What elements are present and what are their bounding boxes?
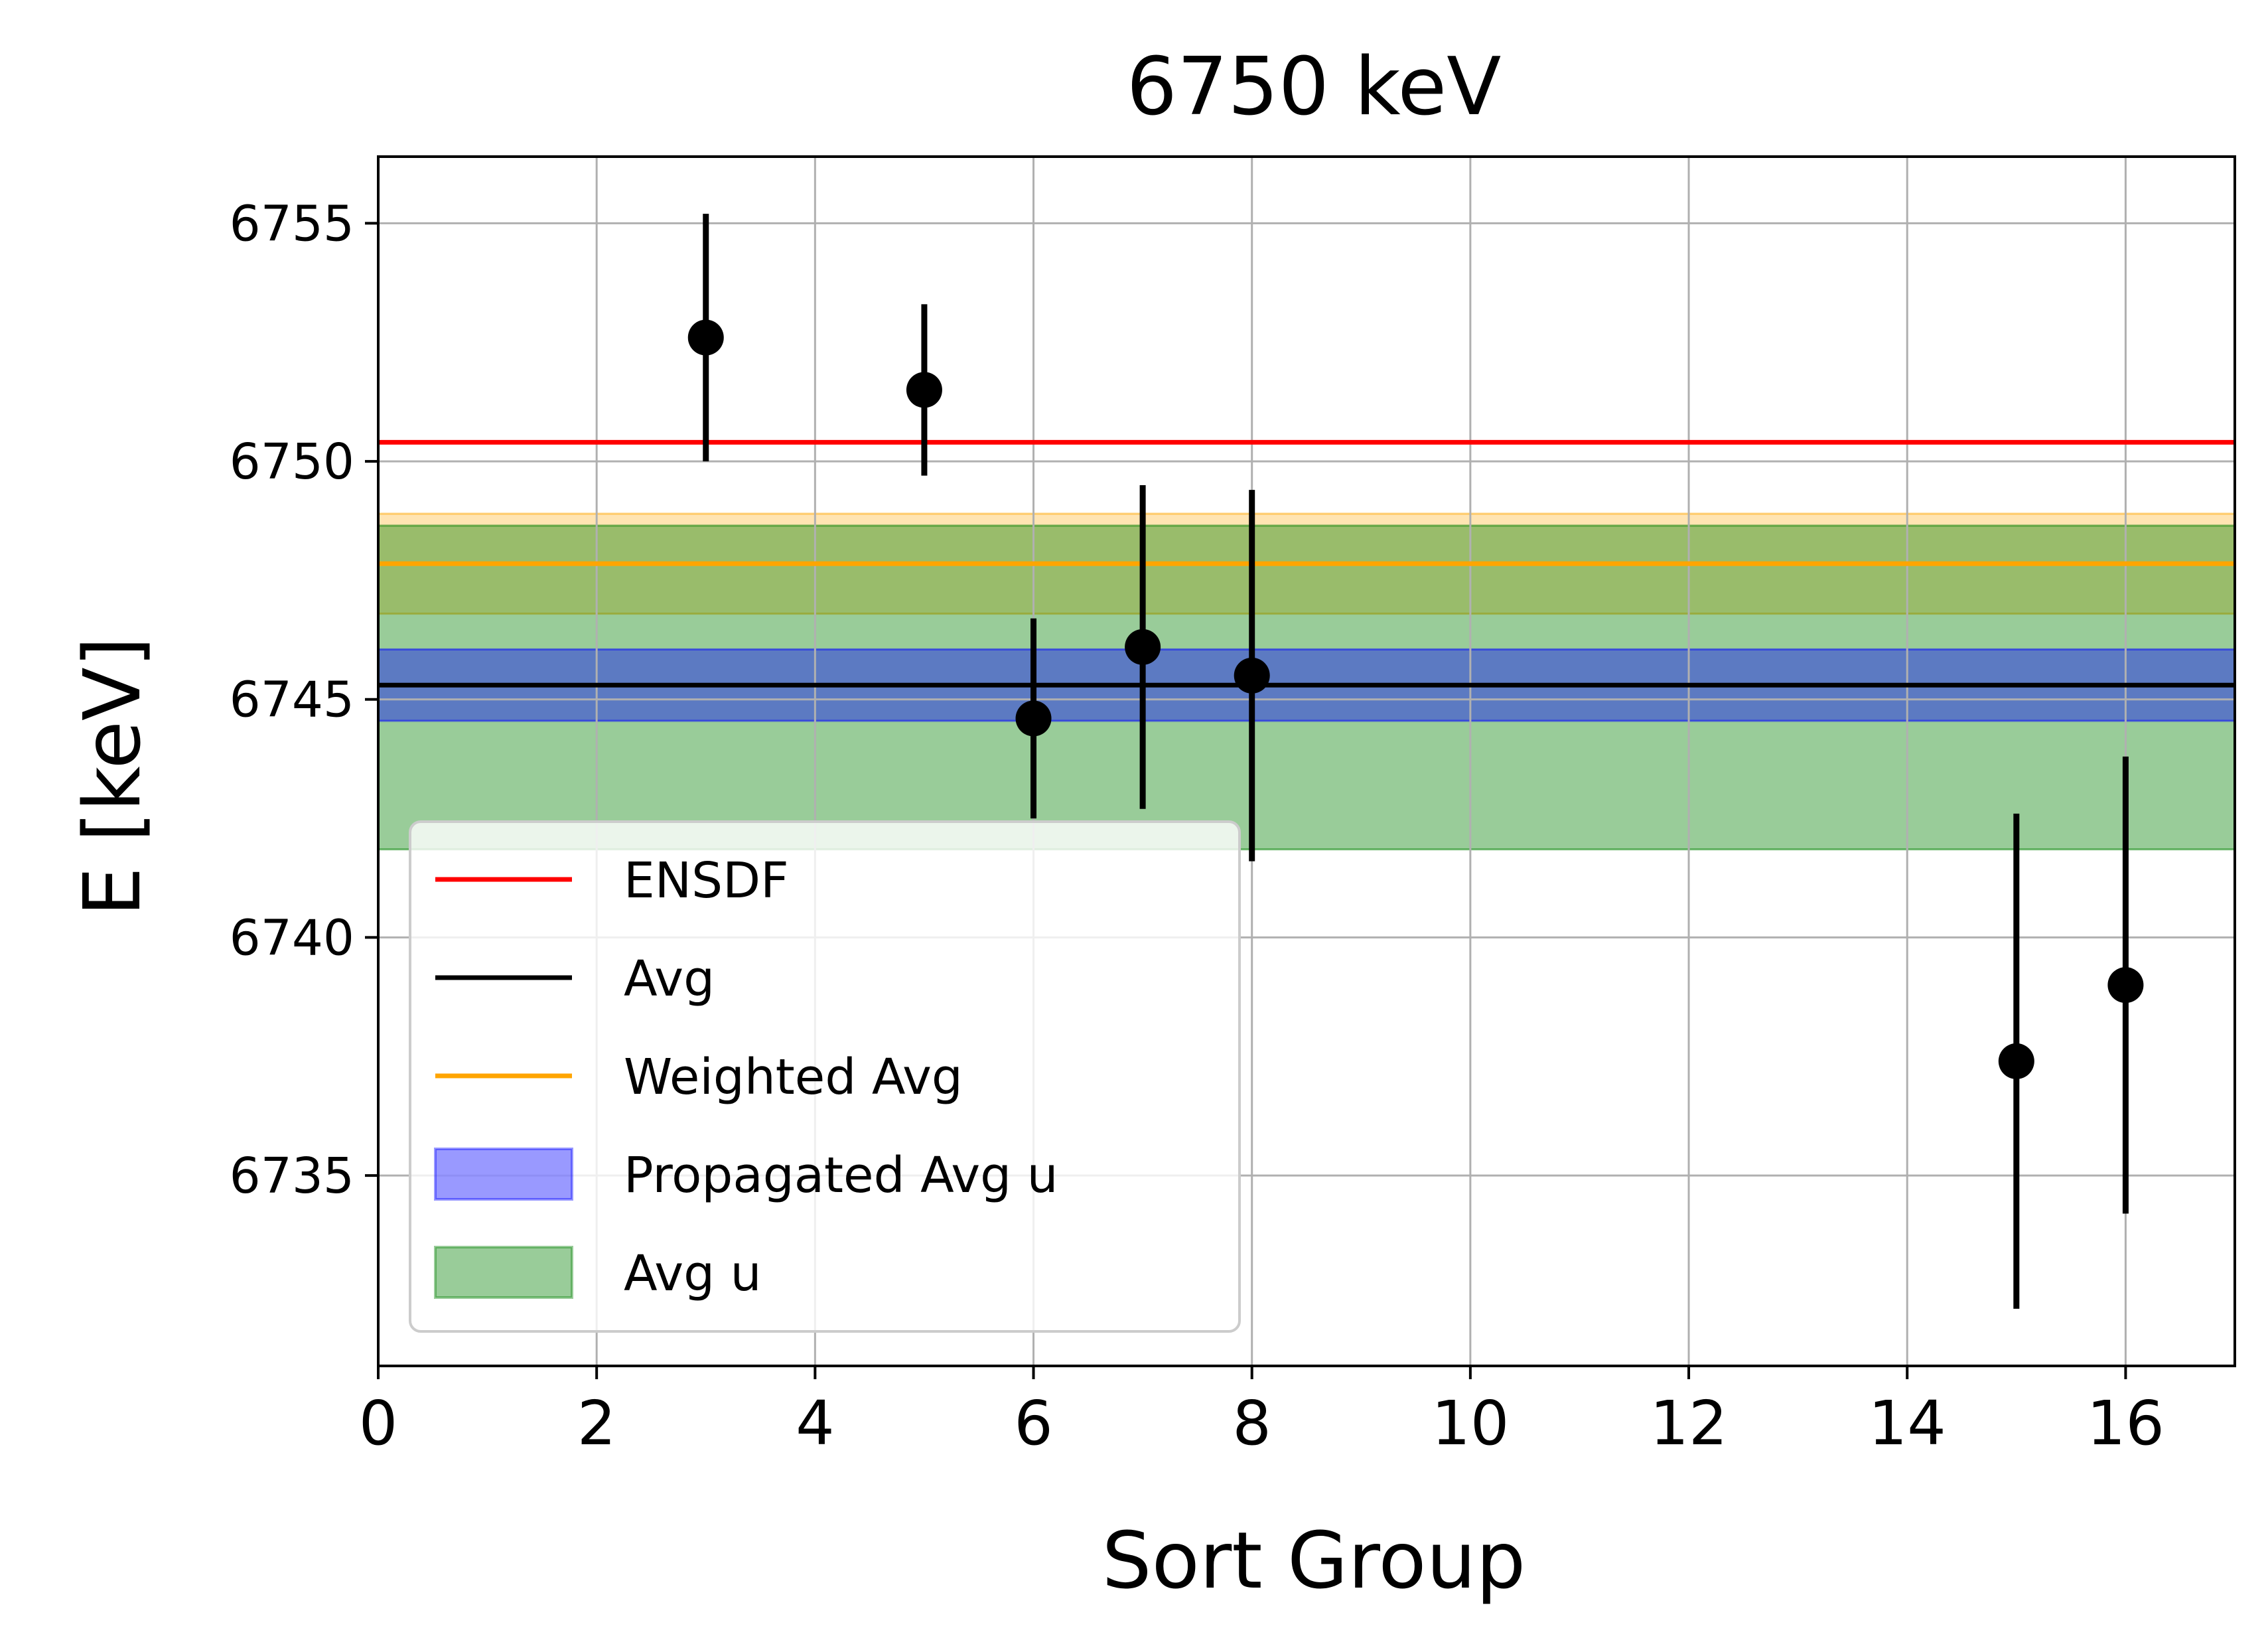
data-point [1015,700,1052,737]
x-tick-label: 4 [796,1388,835,1459]
y-tick-label: 6745 [230,672,354,729]
x-tick-label: 0 [359,1388,398,1459]
legend-label: Avg u [624,1245,761,1302]
band-avg-u [377,524,2236,851]
x-tick-label: 6 [1014,1388,1053,1459]
data-point [2107,967,2144,1004]
data-point [687,319,724,356]
y-tick-label: 6740 [230,909,354,966]
x-tick-label: 8 [1232,1388,1271,1459]
data-point [1998,1043,2034,1079]
x-tick-label: 2 [577,1388,616,1459]
plot-area [377,155,2236,1367]
y-tick-label: 6735 [230,1148,354,1205]
legend-swatch [434,1148,573,1201]
y-axis-ticks: 6735 6740 6745 6750 6755 [230,195,378,1205]
x-tick-label: 12 [1650,1388,1728,1459]
legend-swatch [434,1246,573,1299]
legend-label: Weighted Avg [624,1049,963,1106]
y-axis-label: E [keV] [66,637,158,917]
chart-title: 6750 keV [1127,41,1502,133]
legend-box [409,820,1241,1333]
legend-label: ENSDF [624,852,789,909]
data-point [906,372,942,408]
data-points [687,319,2144,1079]
x-tick-label: 16 [2087,1388,2164,1459]
x-tick-label: 10 [1431,1388,1509,1459]
x-axis-label: Sort Group [1102,1515,1526,1606]
data-point [1125,629,1161,665]
reference-lines [378,439,2235,688]
y-tick-label: 6750 [230,433,354,490]
legend-label: Avg [624,950,715,1008]
x-axis-ticks: 0 2 4 6 8 10 12 14 16 [359,1366,2164,1459]
plot-frame [377,155,2236,1367]
y-tick-label: 6755 [230,195,354,252]
legend: ENSDF Avg Weighted Avg Propagated Avg u Avg … [409,820,1241,1333]
data-point [1234,657,1270,694]
legend-label: Propagated Avg u [624,1147,1058,1204]
x-tick-label: 14 [1869,1388,1946,1459]
